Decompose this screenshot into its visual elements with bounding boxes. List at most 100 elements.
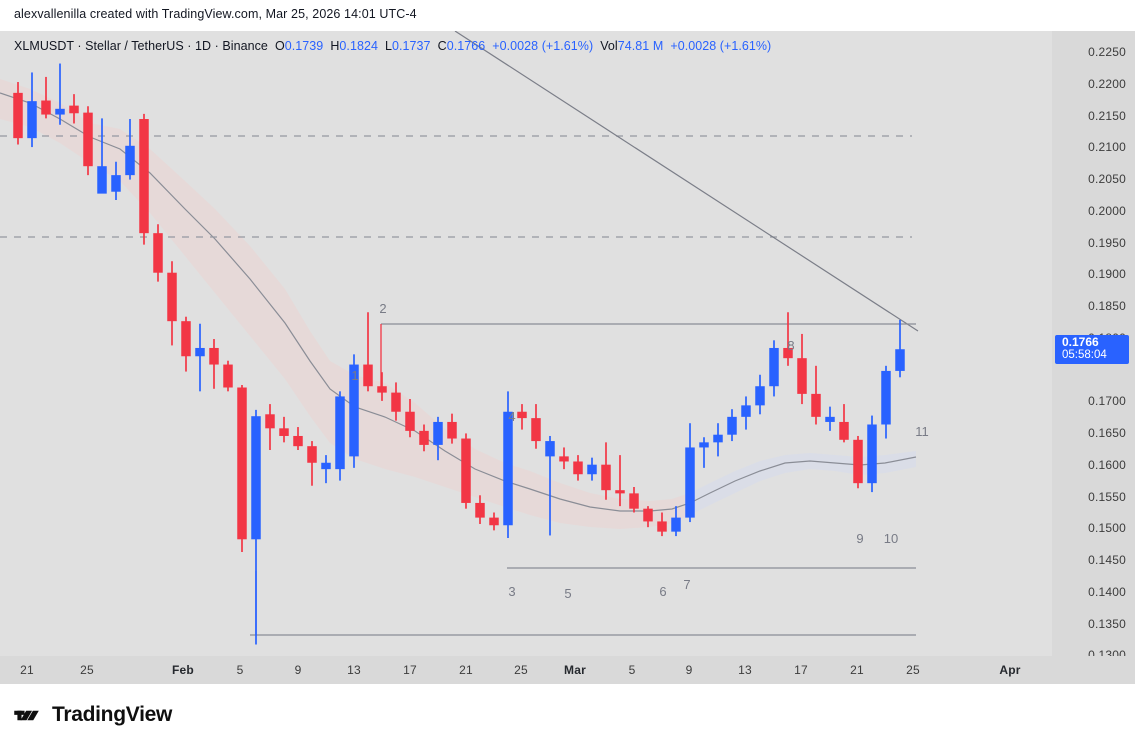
legend-change-percent: (+1.61%) <box>541 39 594 53</box>
candle-body <box>167 272 177 322</box>
legend-symbol[interactable]: XLMUSDT <box>14 39 74 53</box>
current-price-badge: 0.1766 05:58:04 <box>1055 334 1129 364</box>
candle-body <box>125 145 135 176</box>
price-axis[interactable]: 0.2250 0.2200 0.2150 0.2100 0.2050 0.2000 0.19… <box>1052 31 1135 662</box>
legend-high-value: 0.1824 <box>339 39 378 53</box>
candle-body <box>13 92 23 139</box>
candle-body <box>363 364 373 387</box>
candle-body <box>685 447 695 518</box>
current-price-value: 0.1766 <box>1062 335 1099 350</box>
legend-volume-label: Vol <box>600 39 618 53</box>
candle-body <box>41 100 51 115</box>
time-tick: 13 <box>347 663 361 677</box>
candle-body <box>475 502 485 518</box>
candle-body <box>601 464 611 491</box>
candle-body <box>83 112 93 167</box>
candle-body <box>433 421 443 445</box>
time-tick: 21 <box>850 663 864 677</box>
candle-body <box>293 435 303 447</box>
time-axis-corner <box>1052 656 1135 684</box>
pivot-label-2: 2 <box>379 301 387 316</box>
time-tick: 17 <box>794 663 808 677</box>
time-tick: 21 <box>459 663 473 677</box>
legend-volume-change-percent: (+1.61%) <box>719 39 772 53</box>
time-tick: 25 <box>514 663 528 677</box>
candle-body <box>349 364 359 457</box>
time-tick: 25 <box>906 663 920 677</box>
legend-low-label: L <box>385 39 393 53</box>
candle-body <box>153 233 163 273</box>
legend-high-label: H <box>330 39 340 53</box>
price-tick: 0.1650 <box>1088 426 1126 440</box>
legend-exchange: Binance <box>222 39 268 53</box>
candle-body <box>741 405 751 417</box>
candle-body <box>643 508 653 522</box>
candle-body <box>545 441 555 457</box>
candle-body <box>755 386 765 406</box>
time-axis[interactable]: 21 25 Feb 5 9 13 17 21 25 Mar 5 9 13 17 21 25 Apr <box>0 656 1052 684</box>
pivot-label-9: 9 <box>856 531 864 546</box>
time-tick: 5 <box>236 663 244 677</box>
tradingview-wordmark: TradingView <box>52 703 173 726</box>
price-tick: 0.1450 <box>1088 553 1126 567</box>
legend-open-value: 0.1739 <box>284 39 324 53</box>
candle-body <box>797 358 807 394</box>
horizontal-lines-group <box>250 323 916 636</box>
candle-body <box>727 416 737 435</box>
candle-body <box>55 108 65 115</box>
candle-body <box>853 439 863 484</box>
candle-body <box>391 392 401 412</box>
legend-open-label: O <box>274 39 285 53</box>
candle-body <box>265 414 275 429</box>
price-tick: 0.1850 <box>1088 299 1126 313</box>
candle-body <box>377 386 387 393</box>
candle-body <box>279 428 289 436</box>
chart-canvas[interactable]: XLMUSDT · Stellar / TetherUS · 1D · Bina… <box>0 31 1052 656</box>
legend-volume-change: +0.0028 <box>670 39 717 53</box>
pivot-label-7: 7 <box>683 577 691 592</box>
legend-sep-2: · <box>183 39 196 53</box>
tradingview-mark-icon <box>14 706 43 725</box>
legend-close-label: C <box>437 39 447 53</box>
legend-sep-3: · <box>211 39 223 53</box>
time-tick: 9 <box>685 663 693 677</box>
legend-change: +0.0028 <box>492 39 539 53</box>
attribution-text: alexvallenilla created with TradingView.… <box>14 7 417 21</box>
candle-body <box>839 421 849 440</box>
candle-body <box>27 101 37 139</box>
time-tick: Apr <box>999 663 1021 677</box>
pivot-label-11: 11 <box>915 424 929 439</box>
candle-body <box>111 175 121 192</box>
price-tick: 0.1700 <box>1088 394 1126 408</box>
time-tick: Mar <box>564 663 586 677</box>
price-tick: 0.1950 <box>1088 236 1126 250</box>
candles-group <box>13 63 905 645</box>
candle-body <box>573 461 583 475</box>
time-tick: 5 <box>628 663 636 677</box>
legend-sep-1: · <box>73 39 86 53</box>
price-tick: 0.1600 <box>1088 458 1126 472</box>
price-tick: 0.2100 <box>1088 140 1126 154</box>
candle-body <box>503 411 513 526</box>
candle-body <box>251 416 261 540</box>
trendline-group <box>454 31 919 332</box>
chart-legend[interactable]: XLMUSDT · Stellar / TetherUS · 1D · Bina… <box>14 39 771 53</box>
ma-cloud-group <box>0 79 917 529</box>
candle-body <box>559 456 569 462</box>
candle-body <box>517 411 527 419</box>
time-tick: 9 <box>294 663 302 677</box>
ma-cloud-bullish-fill <box>690 451 916 515</box>
candle-body <box>139 119 149 234</box>
pivot-label-1: 1 <box>351 368 359 383</box>
price-tick: 0.2250 <box>1088 45 1126 59</box>
time-tick: 13 <box>738 663 752 677</box>
candle-body <box>237 387 247 540</box>
candle-body <box>321 462 331 470</box>
candle-body <box>69 105 79 114</box>
legend-close-value: 0.1766 <box>446 39 486 53</box>
candle-body <box>209 347 219 365</box>
candle-body <box>461 438 471 503</box>
legend-interval[interactable]: 1D <box>195 39 212 53</box>
footer-strip <box>0 684 1135 745</box>
price-tick: 0.1400 <box>1088 585 1126 599</box>
